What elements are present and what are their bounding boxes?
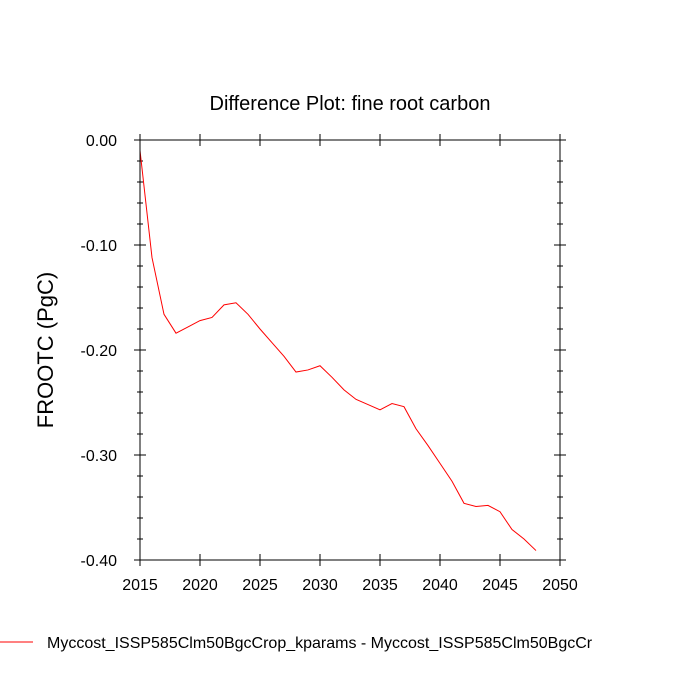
series-layer [139,150,537,551]
legend: Myccost_ISSP585Clm50BgcCrop_kparams - My… [0,635,593,652]
x-tick-label: 2025 [242,577,278,594]
y-tick-label: 0.00 [86,133,117,150]
x-tick-label: 2020 [182,577,218,594]
x-tick-label: 2015 [122,577,158,594]
x-tick-label: 2035 [362,577,398,594]
x-tick-label: 2050 [542,577,578,594]
y-axis-label: FROOTC (PgC) [33,272,58,428]
y-tick-label: -0.20 [81,343,118,360]
y-tick-label: -0.10 [81,238,118,255]
chart-title: Difference Plot: fine root carbon [210,93,491,115]
x-tick-label: 2030 [302,577,338,594]
x-tick-labels: 2015 2020 2025 2030 2035 2040 2045 2050 [122,577,578,594]
y-tick-label: -0.30 [81,448,118,465]
x-tick-label: 2040 [422,577,458,594]
y-tick-labels: 0.00 -0.10 -0.20 -0.30 -0.40 [81,133,118,570]
y-tick-label: -0.40 [81,553,118,570]
x-tick-label: 2045 [482,577,518,594]
plot-frame [139,139,561,561]
series-line-0 [139,150,537,551]
axis-ticks [134,134,566,566]
legend-label: Myccost_ISSP585Clm50BgcCrop_kparams - My… [47,635,593,652]
